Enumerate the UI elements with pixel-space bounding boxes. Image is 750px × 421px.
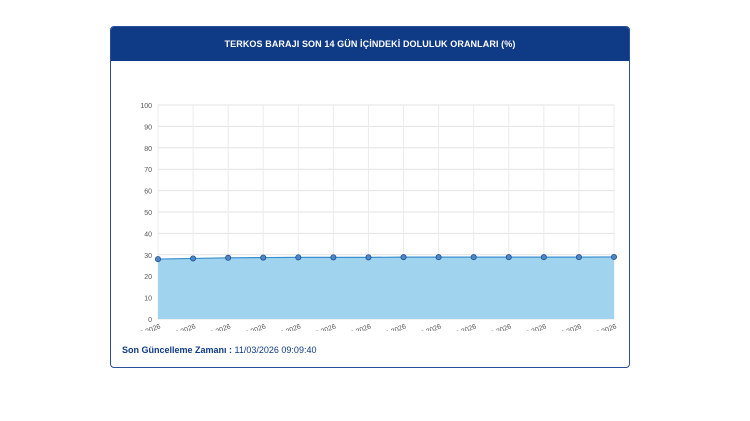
last-updated: Son Güncelleme Zamanı : 11/03/2026 09:09… bbox=[122, 345, 316, 355]
x-tick-label: 06.03.2026 bbox=[407, 323, 442, 331]
fill-rate-chart: 0 10 20 30 40 50 60 70 80 90 100 26.02.202627.02.20… bbox=[127, 103, 618, 343]
y-tick-label: 0 bbox=[148, 317, 152, 324]
x-tick-label: 04.03.2026 bbox=[337, 323, 372, 331]
series-area bbox=[158, 256, 614, 319]
data-point bbox=[190, 255, 197, 262]
chart-area: 0 10 20 30 40 50 60 70 80 90 100 26.02.202627.02.20… bbox=[111, 61, 629, 343]
x-tick-label: 05.03.2026 bbox=[372, 323, 407, 331]
data-point bbox=[470, 254, 477, 261]
series-line bbox=[157, 256, 615, 260]
x-tick-label: 01.03.2026 bbox=[232, 323, 267, 331]
x-tick-label: 28.02.2026 bbox=[197, 323, 232, 331]
x-tick-label: 11.03.2026 bbox=[583, 323, 618, 331]
y-tick-label: 70 bbox=[144, 167, 152, 174]
x-tick-label: 07.03.2026 bbox=[442, 323, 477, 331]
data-point bbox=[260, 254, 267, 261]
x-tick-label: 10.03.2026 bbox=[548, 323, 583, 331]
data-point bbox=[365, 254, 372, 261]
x-tick-label: 02.03.2026 bbox=[267, 323, 302, 331]
x-tick-label: 27.02.2026 bbox=[162, 323, 197, 331]
y-tick-label: 40 bbox=[144, 231, 152, 238]
y-tick-label: 50 bbox=[144, 210, 152, 217]
data-point bbox=[155, 256, 162, 263]
chart-card: TERKOS BARAJI SON 14 GÜN İÇİNDEKİ DOLULU… bbox=[110, 26, 630, 368]
y-tick-label: 20 bbox=[144, 274, 152, 281]
last-updated-value: 11/03/2026 09:09:40 bbox=[234, 345, 317, 355]
data-point bbox=[330, 254, 337, 261]
y-tick-label: 30 bbox=[144, 253, 152, 260]
x-tick-label: 26.02.2026 bbox=[127, 323, 162, 331]
chart-title: TERKOS BARAJI SON 14 GÜN İÇİNDEKİ DOLULU… bbox=[111, 27, 629, 61]
data-point bbox=[575, 254, 582, 261]
x-tick-label: 08.03.2026 bbox=[477, 323, 512, 331]
y-tick-label: 10 bbox=[144, 296, 152, 303]
y-tick-label: 60 bbox=[144, 189, 152, 196]
data-point bbox=[225, 254, 232, 261]
data-point bbox=[540, 254, 547, 261]
data-point bbox=[610, 253, 617, 260]
data-point bbox=[505, 254, 512, 261]
x-tick-label: 09.03.2026 bbox=[512, 323, 547, 331]
y-tick-label: 90 bbox=[144, 124, 152, 131]
x-tick-label: 03.03.2026 bbox=[302, 323, 337, 331]
data-point bbox=[435, 254, 442, 261]
y-tick-label: 80 bbox=[144, 146, 152, 153]
data-point bbox=[400, 254, 407, 261]
data-point bbox=[295, 254, 302, 261]
y-tick-label: 100 bbox=[140, 103, 152, 110]
last-updated-label: Son Güncelleme Zamanı : bbox=[122, 345, 233, 355]
